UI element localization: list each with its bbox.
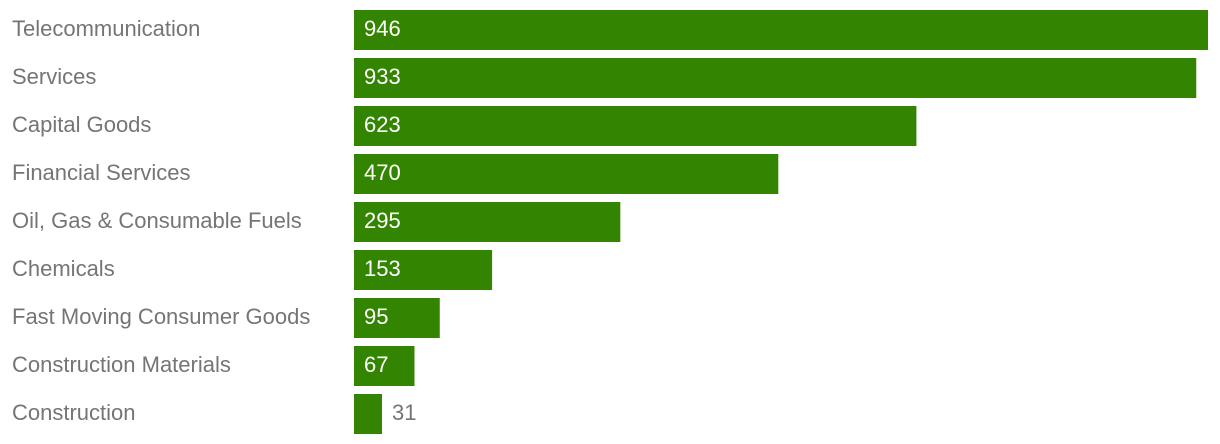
category-label: Telecommunication xyxy=(12,16,200,41)
category-label: Financial Services xyxy=(12,160,191,185)
bar xyxy=(354,202,621,242)
bar xyxy=(354,346,415,386)
category-label: Fast Moving Consumer Goods xyxy=(12,304,310,329)
category-label: Chemicals xyxy=(12,256,115,281)
value-label: 933 xyxy=(364,64,401,89)
category-label: Services xyxy=(12,64,96,89)
value-label: 67 xyxy=(364,352,388,377)
value-label: 295 xyxy=(364,208,401,233)
bar xyxy=(354,10,1208,50)
bar xyxy=(354,394,382,434)
bar xyxy=(354,154,779,194)
category-label: Oil, Gas & Consumable Fuels xyxy=(12,208,302,233)
bar xyxy=(354,298,440,338)
value-label: 31 xyxy=(392,400,416,425)
value-label: 623 xyxy=(364,112,401,137)
bar xyxy=(354,250,493,290)
value-label: 95 xyxy=(364,304,388,329)
value-label: 946 xyxy=(364,16,401,41)
category-label: Capital Goods xyxy=(12,112,151,137)
bar xyxy=(354,58,1197,98)
bar xyxy=(354,106,917,146)
value-label: 153 xyxy=(364,256,401,281)
category-label: Construction xyxy=(12,400,136,425)
category-label: Construction Materials xyxy=(12,352,231,377)
value-label: 470 xyxy=(364,160,401,185)
